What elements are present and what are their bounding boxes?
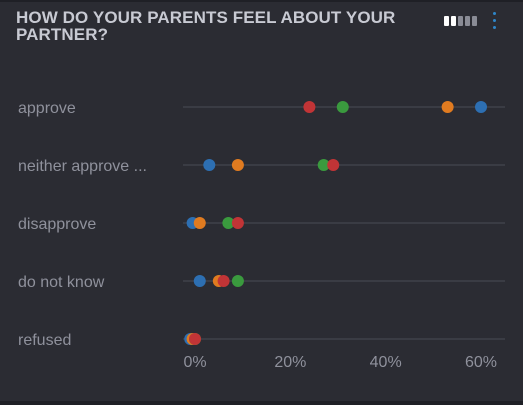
pager-dot[interactable] (458, 16, 463, 26)
data-point (203, 159, 216, 171)
top-border (0, 0, 523, 2)
bottom-border (0, 401, 523, 405)
data-point (231, 217, 244, 229)
data-point (231, 159, 244, 171)
category-label: do not know (18, 274, 105, 291)
data-point (441, 101, 454, 113)
vertical-dots-icon[interactable] (490, 10, 500, 32)
data-point (222, 217, 235, 229)
x-tick-label: 20% (274, 354, 306, 371)
data-point (189, 333, 201, 345)
category-label: disapprove (18, 216, 96, 233)
category-label: neither approve ... (18, 158, 147, 175)
category-label: approve (18, 100, 76, 117)
data-point (327, 159, 340, 171)
data-point (193, 217, 206, 229)
x-tick-label: 0% (183, 354, 206, 371)
chart-title: HOW DO YOUR PARENTS FEEL ABOUT YOUR PART… (16, 8, 396, 44)
data-point (193, 275, 206, 287)
data-point (475, 101, 487, 113)
data-point (303, 101, 316, 113)
data-point (336, 101, 349, 113)
x-tick-label: 40% (370, 354, 402, 371)
x-tick-label: 60% (465, 354, 497, 371)
data-point (217, 275, 230, 287)
pager-dot[interactable] (465, 16, 470, 26)
data-point (317, 159, 330, 171)
pager-dot[interactable] (472, 16, 477, 26)
pager-dot[interactable] (444, 16, 449, 26)
pager-dot[interactable] (451, 16, 456, 26)
data-point (231, 275, 244, 287)
category-label: refused (18, 332, 71, 349)
